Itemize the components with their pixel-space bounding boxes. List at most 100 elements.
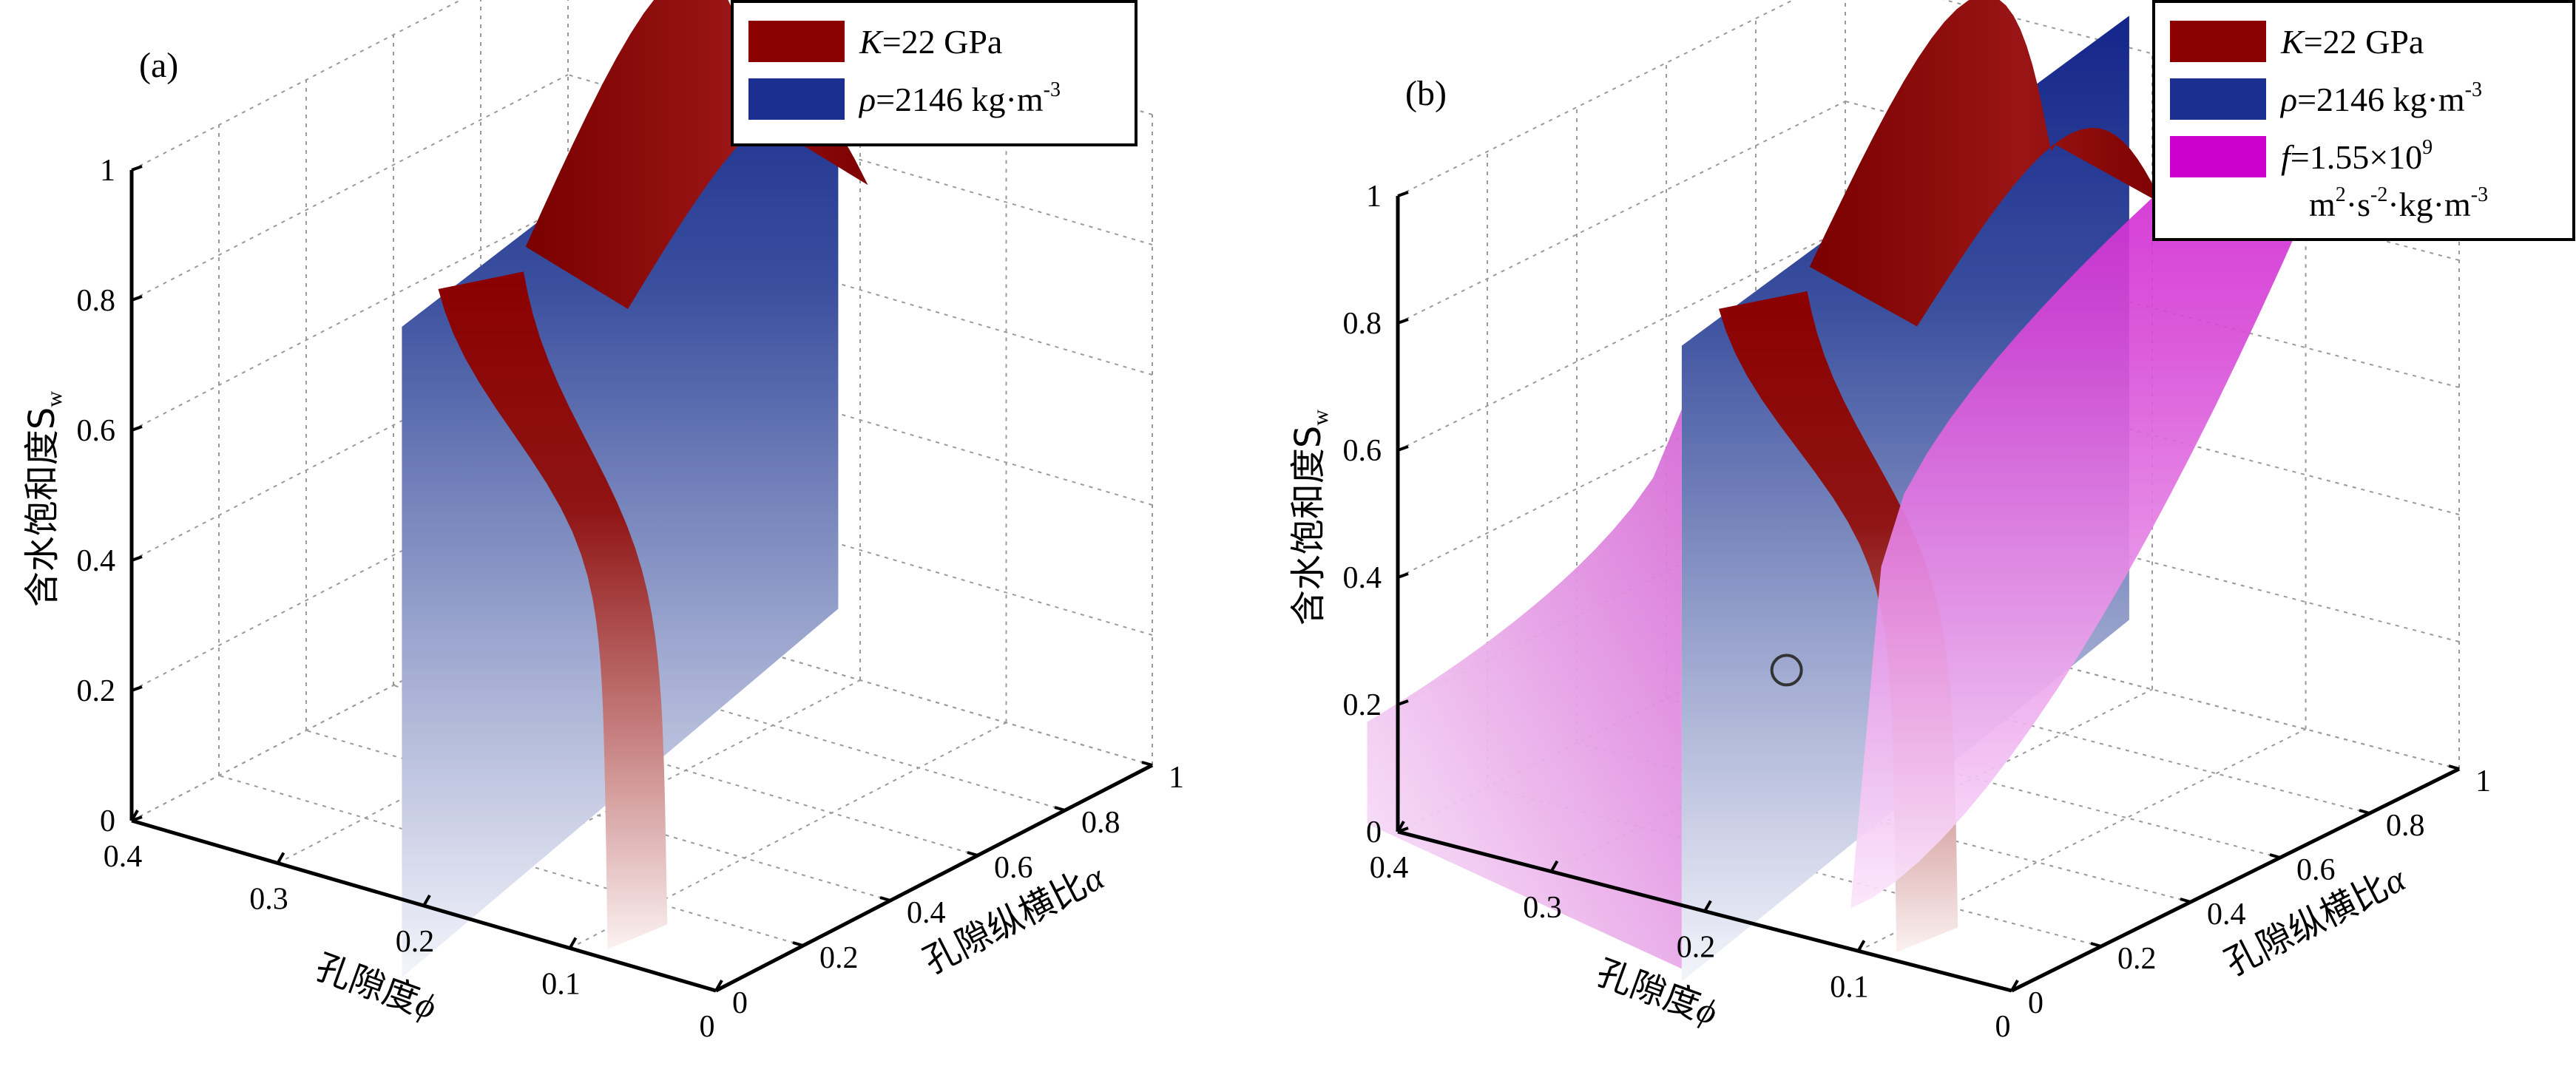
panel-b-legend-label-rho: ρ=2146 kg·m-3 — [2279, 78, 2482, 118]
panel-b-z-tick-label: 0.6 — [1343, 434, 1382, 468]
panel-a-grid-line — [131, 74, 569, 301]
panel-a-z-tick-mark — [131, 425, 143, 432]
panel-b-z-tick-label: 0.8 — [1343, 307, 1382, 341]
panel-b-phi-tick-mark — [1856, 940, 1866, 952]
panel-b-z-tick-label: 0.4 — [1343, 561, 1382, 595]
panel-b-z-tick-label: 1 — [1366, 180, 1382, 214]
panel-a-phi-tick-mark — [422, 895, 431, 906]
panel-b-legend-label-K: K=22 GPa — [2280, 23, 2424, 61]
panel-b-grid-line — [1397, 228, 1846, 451]
panel-a-phi-tick-label: 0.1 — [541, 968, 581, 1002]
panel-a-z-tick-label: 0.8 — [77, 284, 116, 318]
panel-b-alpha-tick-mark — [2001, 986, 2012, 992]
panel-a-z-axis-label: 含水饱和度Sw — [21, 391, 67, 607]
panel-a-legend: K=22 GPa ρ=2146 kg·m-3 — [731, 0, 1137, 146]
panel-a-legend-swatch-rho — [748, 78, 845, 120]
panel-b-alpha-tick-label: 0.2 — [2117, 942, 2157, 976]
panel-a-phi-tick-label: 0.2 — [396, 925, 435, 959]
panel-b-phi-tick-mark — [1396, 821, 1405, 832]
panel-b-phi-tick-mark — [1549, 860, 1559, 872]
panel-a-alpha-tick-label: 0.2 — [819, 941, 859, 975]
panel-a-phi-tick-mark — [276, 852, 285, 864]
panel-b-alpha-tick-label: 0.6 — [2296, 853, 2336, 887]
panel-b-z-tick-mark — [1397, 699, 1409, 706]
panel-a-z-tick-label: 0.2 — [77, 674, 116, 708]
panel-b-legend-label-f-line2: m2·s-2·kg·m-3 — [2309, 183, 2488, 223]
panel-a-z-tick-label: 0 — [100, 804, 115, 838]
panel-a-alpha-tick-mark — [705, 986, 717, 992]
panel-a-legend-swatch-K — [748, 21, 845, 62]
panel-b-alpha-tick-label: 0.4 — [2207, 898, 2246, 932]
panel-a-surfaces — [402, 0, 868, 977]
panel-b-z-tick-mark — [1397, 572, 1409, 579]
panel-a-alpha-tick-mark — [879, 896, 891, 902]
panel-a-alpha-tick-mark — [1054, 806, 1066, 812]
panel-a-alpha-tick-label: 0 — [732, 986, 748, 1020]
panel-a-legend-label-K: K=22 GPa — [859, 23, 1002, 61]
panel-a-alpha-tick-label: 0.6 — [994, 851, 1033, 885]
panel-b-alpha-tick-mark — [2359, 809, 2370, 815]
panel-a-phi-tick-mark — [130, 810, 139, 821]
panel-a-z-tick-mark — [131, 555, 143, 562]
panel-b-z-tick-mark — [1397, 445, 1409, 452]
panel-b-alpha-tick-mark — [2269, 853, 2281, 859]
panel-b-alpha-axis — [2010, 767, 2461, 993]
panel-a: 00.20.40.60.810.40.30.20.1000.20.40.60.8… — [21, 0, 1184, 1044]
panel-a-grid-line — [131, 0, 463, 171]
panel-b-alpha-tick-mark — [2090, 942, 2102, 948]
panel-b-panel-label: (b) — [1405, 74, 1447, 113]
panel-a-surface-K-sheet — [438, 271, 668, 950]
panel-a-phi-tick-label: 0.4 — [104, 840, 143, 874]
panel-b-legend: K=22 GPa ρ=2146 kg·m-3 f=1.55×109 m2·s-2·kg… — [2152, 0, 2575, 241]
panel-a-phi-tick-mark — [714, 980, 723, 991]
panel-a-phi-tick-label: 0 — [700, 1010, 715, 1044]
panel-b-phi-tick-label: 0.1 — [1830, 970, 1869, 1004]
panel-b-alpha-tick-label: 1 — [2475, 764, 2491, 798]
panel-a-z-tick-mark — [131, 295, 143, 302]
panel-b-phi-tick-label: 0.3 — [1523, 891, 1562, 925]
panel-a-z-tick-mark — [131, 165, 143, 172]
panel-b-alpha-tick-mark — [2180, 898, 2191, 903]
panel-a-z-tick-label: 0.6 — [77, 414, 116, 448]
panel-a-alpha-tick-mark — [1141, 761, 1153, 767]
panel-b-z-tick-mark — [1397, 318, 1409, 325]
panel-a-surface-rho — [402, 0, 839, 977]
panel-b-z-tick-mark — [1397, 191, 1409, 197]
panel-b-z-axis-label: 含水饱和度Sw — [1288, 410, 1333, 625]
panel-b-alpha-tick-mark — [2448, 764, 2460, 770]
panel-b-legend-swatch-f — [2170, 136, 2266, 177]
panel-a-z-tick-mark — [131, 685, 143, 692]
panel-a-alpha-tick-mark — [967, 851, 978, 857]
panel-b-legend-swatch-K — [2170, 21, 2266, 62]
panel-a-grid-line — [131, 204, 569, 431]
panel-b-surface-f-left — [1367, 409, 1682, 969]
panel-b-legend-swatch-rho — [2170, 78, 2266, 120]
panel-a-z-tick-label: 1 — [100, 154, 115, 188]
panel-a-alpha-tick-label: 1 — [1169, 761, 1184, 795]
panel-a-panel-label: (a) — [139, 46, 178, 85]
panel-b-z-tick-label: 0 — [1366, 815, 1382, 849]
panel-b-phi-tick-label: 0.2 — [1677, 931, 1716, 965]
panel-b-grid-line — [1397, 0, 1795, 197]
panel-a-legend-label-rho: ρ=2146 kg·m-3 — [858, 78, 1061, 118]
panel-a-surface-K-top — [525, 0, 868, 309]
panel-a-phi-tick-label: 0.3 — [249, 883, 288, 917]
panel-a-alpha-tick-mark — [792, 941, 804, 947]
panel-b-surface-K-top — [1809, 0, 2163, 327]
panel-b-alpha-tick-label: 0.8 — [2386, 809, 2425, 843]
panel-b-alpha-tick-label: 0 — [2028, 986, 2043, 1020]
panel-a-alpha-axis — [714, 763, 1154, 993]
panel-b-phi-tick-label: 0.4 — [1370, 851, 1409, 885]
panel-b-phi-tick-mark — [2010, 980, 2019, 991]
panel-a-alpha-tick-label: 0.8 — [1081, 806, 1120, 840]
panel-b-legend-label-f: f=1.55×109 — [2281, 136, 2433, 176]
panel-a-z-tick-label: 0.4 — [77, 544, 116, 578]
panel-b-z-tick-label: 0.2 — [1343, 688, 1382, 722]
panel-b: 00.20.40.60.810.40.30.20.1000.20.40.60.8… — [1288, 0, 2575, 1044]
panel-b-intersection-marker — [1770, 654, 1803, 687]
panel-b-phi-tick-mark — [1703, 900, 1712, 912]
panel-b-phi-tick-label: 0 — [1995, 1010, 2011, 1044]
panel-b-grid-line — [1397, 101, 1846, 324]
panel-b-grid-line — [1397, 355, 1846, 578]
panel-a-phi-tick-mark — [568, 937, 578, 949]
